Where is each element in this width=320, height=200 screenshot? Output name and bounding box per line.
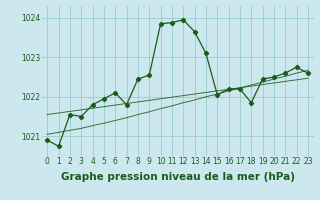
X-axis label: Graphe pression niveau de la mer (hPa): Graphe pression niveau de la mer (hPa) xyxy=(60,172,295,182)
